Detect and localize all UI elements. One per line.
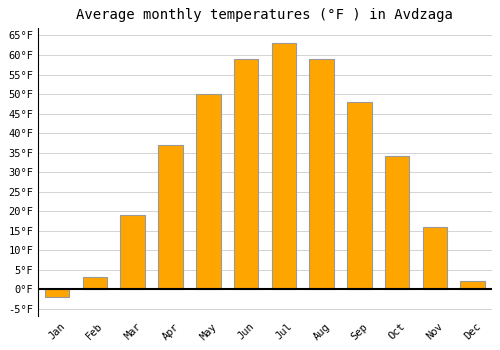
Bar [82,278,107,289]
Bar [158,145,182,289]
Bar [196,94,220,289]
Bar [460,281,485,289]
Bar [120,215,145,289]
Bar [45,289,70,297]
Bar [385,156,409,289]
Bar [234,59,258,289]
Bar [422,227,448,289]
Title: Average monthly temperatures (°F ) in Avdzaga: Average monthly temperatures (°F ) in Av… [76,8,454,22]
Bar [347,102,372,289]
Bar [272,43,296,289]
Bar [310,59,334,289]
